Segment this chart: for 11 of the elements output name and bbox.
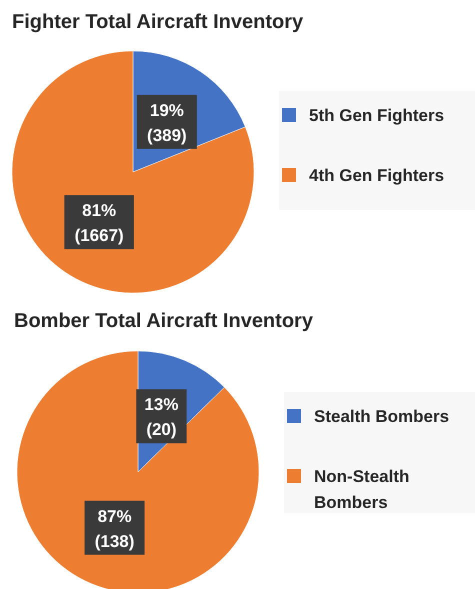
data-label: 87% (138) — [94, 506, 134, 551]
legend-label: 5th Gen Fighters — [309, 106, 444, 125]
legend-label: 4th Gen Fighters — [309, 166, 444, 185]
data-label: 13% (20) — [144, 395, 178, 440]
data-label: 81% (1667) — [74, 201, 124, 246]
data-label: 19% (389) — [147, 100, 187, 145]
pie-slice — [12, 50, 254, 294]
legend-label: Non-Stealth Bombers — [314, 467, 410, 512]
chart-title: Fighter Total Aircraft Inventory — [12, 11, 304, 33]
chart-title: Bomber Total Aircraft Inventory — [14, 310, 314, 332]
legend-label: Stealth Bombers — [314, 407, 450, 426]
